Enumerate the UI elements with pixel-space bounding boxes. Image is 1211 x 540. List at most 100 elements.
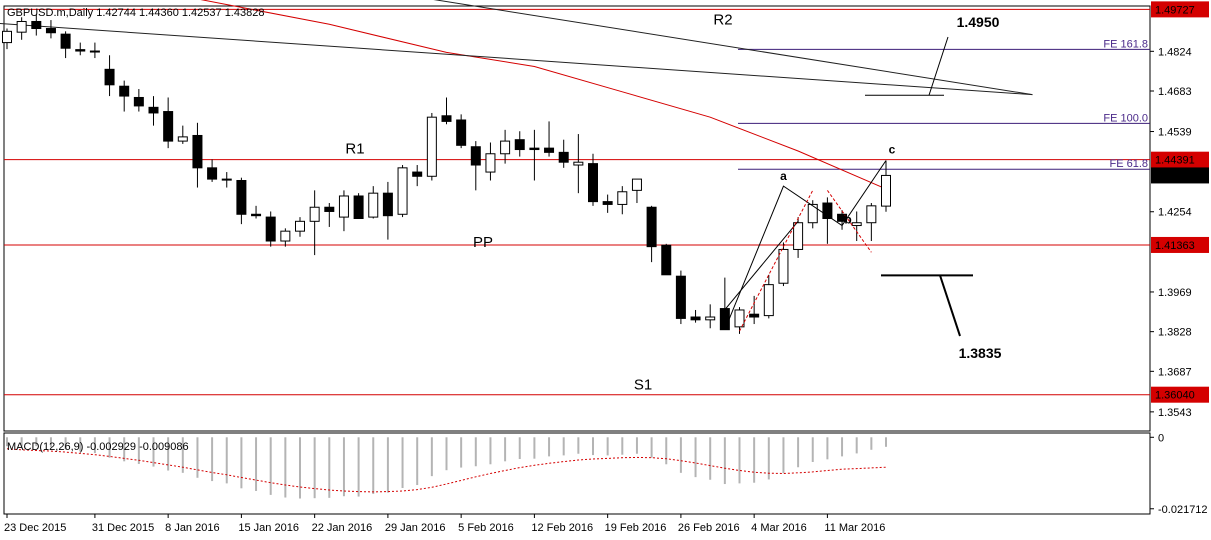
- candle-body-bullish: [734, 309, 745, 328]
- candle: [309, 190, 320, 256]
- x-axis-label: 11 Mar 2016: [824, 522, 885, 534]
- price-axis-label: 1.4824: [1158, 46, 1192, 58]
- symbol-header: GBPUSD.m,Daily 1.42744 1.44360 1.42537 1…: [7, 7, 264, 19]
- candle: [353, 193, 364, 219]
- level-price-label: 1.41363: [1155, 240, 1195, 252]
- target-up-leader: [928, 36, 949, 96]
- current-price-tag: [1151, 167, 1209, 184]
- candle-body-bearish: [470, 146, 481, 166]
- x-axis-label: 15 Jan 2016: [238, 522, 299, 534]
- candle: [763, 274, 774, 319]
- candle-body-bearish: [675, 275, 686, 319]
- candle-body-bearish: [690, 316, 701, 321]
- candle-body-bearish: [251, 213, 262, 217]
- candle-body-bearish: [822, 202, 833, 219]
- candle: [280, 228, 291, 247]
- candle: [866, 203, 877, 242]
- candle-body-bearish: [382, 192, 393, 217]
- candle: [75, 42, 86, 56]
- candle-body-bearish: [324, 206, 335, 212]
- candle-body-bearish: [602, 201, 613, 205]
- level-price-tag: [1151, 1, 1209, 18]
- candle-body-bullish: [881, 174, 891, 207]
- candle: [148, 96, 159, 126]
- candle: [822, 197, 833, 244]
- candle-body-bearish: [749, 313, 760, 318]
- candle: [778, 242, 789, 287]
- candle: [89, 42, 100, 59]
- wave-channel-line: [724, 220, 799, 310]
- x-axis-label: 19 Feb 2016: [605, 522, 667, 534]
- candle: [558, 139, 569, 168]
- fib-extension-label: FE 161.8: [1103, 38, 1148, 50]
- candle-body-bullish: [793, 222, 804, 250]
- candle: [749, 295, 760, 325]
- x-axis-label: 5 Feb 2016: [458, 522, 514, 534]
- candle: [295, 217, 305, 237]
- candle: [573, 134, 584, 194]
- level-price-label: 1.49727: [1155, 4, 1195, 16]
- level-name-pp: PP: [473, 234, 493, 251]
- candle: [617, 186, 628, 215]
- candle: [265, 211, 276, 247]
- candle: [192, 122, 203, 188]
- candle-body-bearish: [661, 244, 672, 276]
- x-axis-label: 23 Dec 2015: [4, 522, 66, 534]
- candle: [851, 211, 862, 242]
- candle-body-bearish: [119, 85, 130, 97]
- candle: [2, 28, 12, 50]
- candle-body-bearish: [60, 33, 71, 49]
- candle: [807, 200, 818, 229]
- macd-panel: 0 -0.021712: [3, 432, 1208, 516]
- wave-abc-line: [724, 160, 887, 330]
- candle: [45, 20, 56, 39]
- x-axis-label: 26 Feb 2016: [678, 522, 740, 534]
- candle-body-bearish: [837, 213, 848, 222]
- candle: [705, 304, 716, 329]
- level-price-tag: [1151, 386, 1209, 403]
- x-axis-label: 4 Mar 2016: [751, 522, 807, 534]
- candle: [119, 80, 130, 112]
- candle-body-bearish: [353, 195, 364, 219]
- candle-body-bearish: [236, 180, 247, 215]
- candle-body-bullish: [280, 230, 291, 242]
- candle-body-bullish: [338, 195, 349, 218]
- macd-header: MACD(12,26,9) -0.002929 -0.009086: [7, 441, 189, 453]
- candle: [104, 55, 115, 97]
- wave-label-b: b: [844, 213, 851, 227]
- candle: [324, 203, 335, 227]
- candle: [602, 194, 613, 213]
- x-axis-label: 22 Jan 2016: [312, 522, 373, 534]
- candle: [236, 177, 247, 225]
- candle: [470, 141, 481, 191]
- trendline: [0, 22, 1033, 96]
- candle: [133, 89, 144, 112]
- candle-body-bullish: [295, 220, 305, 232]
- candle-body-bearish: [133, 96, 144, 107]
- candle: [368, 186, 379, 219]
- price-axis-label: 1.4539: [1158, 127, 1192, 139]
- candle-body-bullish: [617, 191, 628, 205]
- current-price-label: 1.43828: [1155, 170, 1195, 182]
- candle-body-bullish: [221, 178, 232, 181]
- macd-axis-label: 0: [1158, 432, 1164, 444]
- candle: [881, 160, 891, 212]
- candle-body-bearish: [75, 49, 86, 52]
- x-axis-label: 8 Jan 2016: [165, 522, 219, 534]
- price-axis-label: 1.3969: [1158, 287, 1192, 299]
- candle-body-bullish: [705, 316, 716, 321]
- candle-body-bearish: [89, 50, 100, 53]
- candle-body-bearish: [207, 167, 218, 180]
- candle-body-bearish: [31, 20, 42, 30]
- candle: [544, 121, 555, 157]
- price-axis-label: 1.3828: [1158, 327, 1192, 339]
- candle: [441, 97, 452, 125]
- candle-body-bullish: [2, 30, 12, 44]
- candle-body-bearish: [558, 151, 569, 163]
- candle-body-bullish: [485, 153, 496, 173]
- candle: [207, 159, 218, 182]
- candle-body-bullish: [309, 206, 320, 222]
- candle: [412, 165, 423, 187]
- candle-body-bullish: [763, 284, 774, 317]
